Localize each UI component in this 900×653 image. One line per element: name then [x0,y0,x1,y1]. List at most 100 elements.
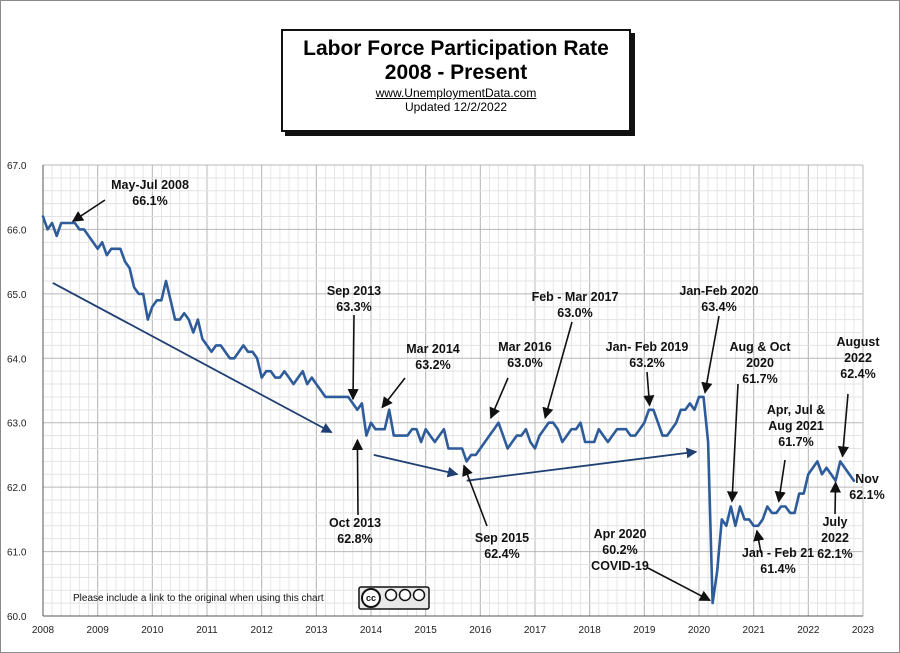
annotation-label: Sep 2015 [475,531,529,545]
x-tick-label: 2019 [633,625,656,636]
annotation-a14: Apr 2020 60.2% COVID-19 [591,527,711,602]
series-line [41,215,856,605]
annotation-label: Jan - Feb 21 [742,546,814,560]
annotation-arrow [351,438,364,516]
annotation-label: 62.1% [817,547,852,561]
annotation-a15: Sep 2015 62.4% [462,464,529,561]
annotation-label: 2022 [844,351,872,365]
annotation-label: 60.2% [602,543,637,557]
annotation-label: 62.1% [849,488,884,502]
annotation-label: Nov [855,472,879,486]
y-tick-label: 67.0 [7,161,27,172]
x-tick-label: 2021 [743,625,766,636]
updated-date: Updated 12/2/2022 [404,100,508,114]
x-tick-label: 2018 [579,625,602,636]
annotation-a4: Mar 2016 63.0% [489,340,552,420]
y-tick-label: 61.0 [7,548,27,559]
axes [42,165,863,617]
annotation-label: 61.4% [760,562,795,576]
website-link[interactable]: www.UnemploymentData.com [375,86,537,100]
annotation-arrow [753,529,765,554]
annotation-label: 63.4% [701,300,736,314]
annotation-label: COVID-19 [591,559,649,573]
annotation-label: 63.0% [557,306,592,320]
annotation-arrow [347,314,359,401]
trend-arrow [466,447,698,482]
x-tick-label: 2011 [196,625,218,636]
annotation-label: 63.2% [629,356,664,370]
annotation-a16: Oct 2013 62.8% [329,438,381,546]
noncommercial-icon [398,588,412,602]
trend-arrow [373,454,459,478]
annotation-arrow [489,377,509,420]
x-tick-label: 2016 [469,625,492,636]
annotation-label: Apr, Jul & [767,403,825,417]
annotation-arrow [643,371,655,407]
annotation-label: Feb - Mar 2017 [532,290,619,304]
annotation-a12: July 2022 62.1% [817,481,853,561]
annotation-label: 2020 [746,356,774,370]
x-tick-label: 2020 [688,625,711,636]
annotations: May-Jul 2008 66.1% Sep 2013 63.3% Mar 2014 63… [71,178,885,602]
y-tick-label: 62.0 [7,483,27,494]
attribution-icon [384,588,398,602]
x-tick-label: 2013 [305,625,328,636]
annotation-a8: Aug & Oct 2020 61.7% [726,340,791,503]
x-tick-label: 2023 [852,625,875,636]
annotation-label: August [836,335,880,349]
x-tick-label: 2014 [360,625,383,636]
annotation-a10: August 2022 62.4% [836,335,880,458]
annotation-a13: Jan - Feb 21 61.4% [742,529,814,576]
annotation-label: Jan-Feb 2020 [679,284,758,298]
annotation-label: 62.4% [484,547,519,561]
annotation-arrow [774,459,786,503]
annotation-arrow [726,383,739,503]
x-tick-label: 2022 [797,625,820,636]
annotation-label: Oct 2013 [329,516,381,530]
x-tick-label: 2009 [87,625,110,636]
annotation-label: Aug 2021 [768,419,824,433]
annotation-arrow [829,481,842,515]
tick-labels: 2008 2009 2010 2011 2012 2013 2014 2015 2016 2017… [7,161,875,636]
title-box: Labor Force Participation Rate 2008 - Pr… [281,29,631,132]
annotation-label: Aug & Oct [729,340,791,354]
annotation-a7: Jan-Feb 2020 63.4% [679,284,759,394]
annotation-label: 61.7% [742,372,777,386]
annotation-label: May-Jul 2008 [111,178,189,192]
annotation-label: Apr 2020 [594,527,647,541]
annotation-label: 63.3% [336,300,371,314]
annotation-a5: Feb - Mar 2017 63.0% [532,290,619,419]
annotation-arrow [462,464,488,527]
annotation-arrow [71,199,106,222]
x-tick-label: 2017 [524,625,547,636]
annotation-arrow [381,377,406,409]
annotation-label: 2022 [821,531,849,545]
series-group [41,215,856,605]
annotation-label: July [822,515,847,529]
annotation-label: Mar 2016 [498,340,552,354]
annotation-label: Mar 2014 [406,342,460,356]
y-tick-label: 64.0 [7,354,27,365]
y-tick-label: 63.0 [7,419,27,430]
annotation-label: 61.7% [778,435,813,449]
x-tick-label: 2010 [141,625,164,636]
annotation-a2: Sep 2013 63.3% [327,284,381,401]
cc-logo-icon [361,588,381,608]
annotation-arrow [542,321,573,419]
x-tick-label: 2015 [415,625,438,636]
annotation-arrow [647,567,711,602]
y-tick-label: 60.0 [7,612,27,623]
trend-arrows [52,282,698,482]
annotation-label: 62.8% [337,532,372,546]
y-tick-label: 66.0 [7,225,27,236]
annotation-label: 63.2% [415,358,450,372]
no-derivatives-icon [412,588,426,602]
chart-subtitle: 2008 - Present [384,61,528,84]
cc-logo-text: cc [366,593,376,603]
annotation-label: Jan- Feb 2019 [606,340,689,354]
creative-commons-badge: cc [358,586,430,610]
annotation-arrow [701,315,720,394]
annotation-a11: Nov 62.1% [849,472,884,502]
x-tick-label: 2012 [251,625,274,636]
